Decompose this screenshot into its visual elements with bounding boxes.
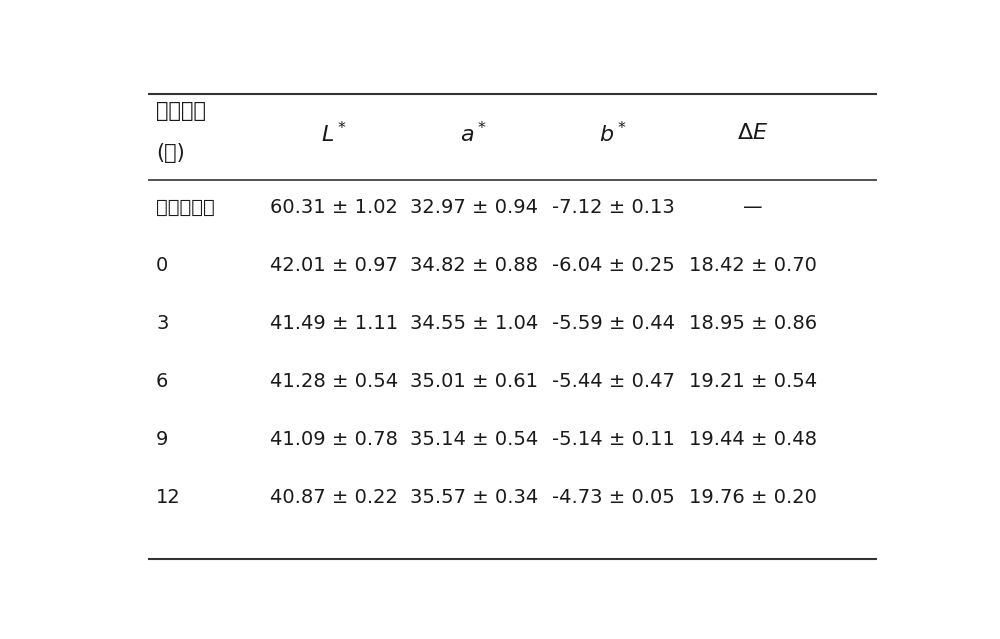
Text: -5.44 ± 0.47: -5.44 ± 0.47 [552, 372, 675, 390]
Text: 新鲜玫瑞花: 新鲜玫瑞花 [156, 197, 215, 217]
Text: 42.01 ± 0.97: 42.01 ± 0.97 [270, 256, 398, 275]
Text: 19.44 ± 0.48: 19.44 ± 0.48 [689, 430, 817, 449]
Text: 34.82 ± 0.88: 34.82 ± 0.88 [410, 256, 538, 275]
Text: 9: 9 [156, 430, 168, 449]
Text: 41.28 ± 0.54: 41.28 ± 0.54 [270, 372, 398, 390]
Text: 40.87 ± 0.22: 40.87 ± 0.22 [270, 488, 398, 507]
Text: -7.12 ± 0.13: -7.12 ± 0.13 [552, 197, 675, 217]
Text: 19.76 ± 0.20: 19.76 ± 0.20 [689, 488, 817, 507]
Text: -4.73 ± 0.05: -4.73 ± 0.05 [552, 488, 675, 507]
Text: -6.04 ± 0.25: -6.04 ± 0.25 [552, 256, 675, 275]
Text: 35.14 ± 0.54: 35.14 ± 0.54 [410, 430, 538, 449]
Text: $L^*$: $L^*$ [321, 121, 347, 146]
Text: 41.09 ± 0.78: 41.09 ± 0.78 [270, 430, 398, 449]
Text: 18.95 ± 0.86: 18.95 ± 0.86 [689, 314, 817, 333]
Text: 32.97 ± 0.94: 32.97 ± 0.94 [410, 197, 538, 217]
Text: 34.55 ± 1.04: 34.55 ± 1.04 [410, 314, 538, 333]
Text: 6: 6 [156, 372, 168, 390]
Text: 贼藏时间: 贼藏时间 [156, 101, 206, 121]
Text: $a^*$: $a^*$ [460, 121, 487, 146]
Text: 3: 3 [156, 314, 168, 333]
Text: 0: 0 [156, 256, 168, 275]
Text: -5.14 ± 0.11: -5.14 ± 0.11 [552, 430, 675, 449]
Text: 18.42 ± 0.70: 18.42 ± 0.70 [689, 256, 817, 275]
Text: 60.31 ± 1.02: 60.31 ± 1.02 [270, 197, 398, 217]
Text: (月): (月) [156, 143, 185, 163]
Text: 41.49 ± 1.11: 41.49 ± 1.11 [270, 314, 398, 333]
Text: 35.57 ± 0.34: 35.57 ± 0.34 [410, 488, 538, 507]
Text: -5.59 ± 0.44: -5.59 ± 0.44 [552, 314, 675, 333]
Text: —: — [743, 197, 763, 217]
Text: 12: 12 [156, 488, 181, 507]
Text: 35.01 ± 0.61: 35.01 ± 0.61 [410, 372, 538, 390]
Text: 19.21 ± 0.54: 19.21 ± 0.54 [689, 372, 817, 390]
Text: $\Delta E$: $\Delta E$ [737, 123, 768, 143]
Text: $b^*$: $b^*$ [599, 121, 627, 146]
